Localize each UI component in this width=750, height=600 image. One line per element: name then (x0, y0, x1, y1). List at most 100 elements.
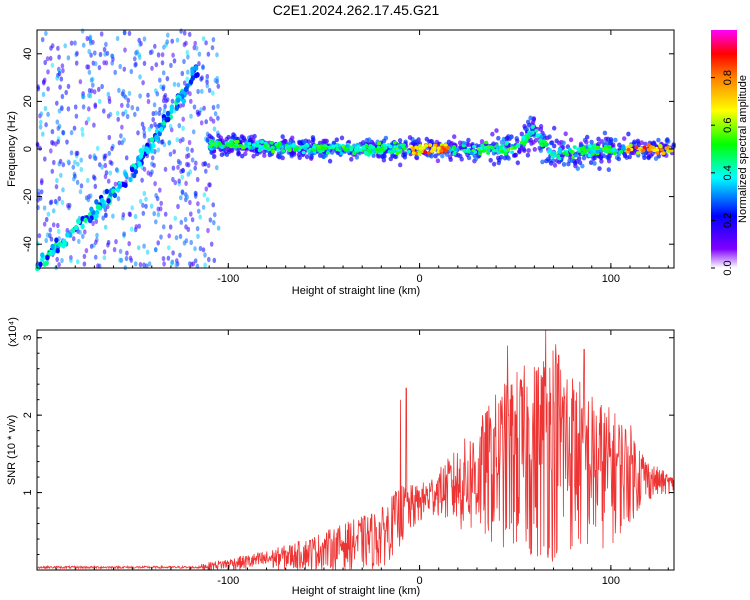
band-blob (402, 154, 408, 160)
noise-blob (102, 108, 106, 114)
band-core (225, 142, 230, 147)
band-blob (664, 138, 669, 144)
track-blob (181, 98, 186, 104)
spectrogram-y-label: Frequency (Hz) (6, 111, 18, 187)
noise-blob (93, 254, 98, 260)
band-core (352, 151, 357, 156)
noise-blob (185, 194, 189, 200)
noise-blob (185, 49, 190, 56)
band-blob (642, 155, 647, 161)
noise-blob (128, 255, 133, 261)
noise-blob (173, 180, 178, 186)
noise-blob (65, 139, 69, 145)
noise-blob (186, 226, 191, 232)
noise-blob (69, 257, 73, 263)
noise-blob (93, 50, 97, 56)
noise-blob (44, 122, 48, 128)
noise-blob (133, 227, 138, 233)
noise-blob (93, 183, 98, 189)
band-core (265, 146, 270, 150)
track-blob (40, 256, 45, 263)
band-core (312, 145, 317, 149)
noise-blob (125, 113, 130, 120)
noise-blob (189, 211, 193, 217)
noise-blob (149, 203, 154, 209)
noise-blob (209, 116, 213, 122)
band-core (443, 143, 448, 148)
band-blob (309, 156, 314, 162)
noise-blob (60, 105, 64, 112)
band-core (446, 145, 451, 150)
noise-blob (55, 256, 59, 262)
noise-blob (146, 92, 150, 98)
noise-blob (167, 245, 171, 251)
track-blob (65, 232, 70, 238)
noise-blob (42, 205, 47, 211)
band-core (354, 148, 358, 152)
noise-blob (193, 193, 198, 199)
band-core (317, 145, 322, 149)
band-core (472, 144, 477, 149)
band-core (401, 143, 406, 147)
band-core (217, 140, 221, 145)
noise-blob (41, 91, 46, 97)
noise-blob (162, 107, 167, 113)
noise-blob (145, 249, 150, 255)
band-blob (380, 154, 385, 160)
snr-background (37, 330, 674, 570)
band-core (364, 144, 369, 149)
band-core (480, 143, 485, 148)
track-blob (165, 110, 171, 117)
band-core (572, 145, 577, 149)
band-blob (580, 163, 585, 169)
band-core (229, 140, 234, 144)
noise-blob (193, 246, 197, 252)
noise-blob (158, 77, 162, 83)
noise-blob (202, 105, 206, 111)
noise-blob (153, 181, 157, 187)
noise-blob (209, 241, 214, 247)
track-blob (194, 72, 199, 79)
noise-blob (192, 104, 197, 110)
noise-blob (165, 76, 170, 82)
band-blob (552, 143, 557, 149)
band-core (503, 151, 508, 156)
snr-marks (36, 329, 675, 572)
band-blob (606, 155, 611, 161)
noise-blob (202, 192, 207, 198)
band-core (323, 146, 328, 151)
noise-blob (185, 161, 189, 167)
band-core (499, 145, 504, 149)
noise-blob (110, 53, 114, 59)
colorbar-label: Normalized spectral amplitude (737, 75, 749, 223)
noise-blob (170, 260, 174, 266)
noise-blob (125, 250, 129, 256)
band-blob (613, 137, 618, 143)
noise-blob (180, 70, 185, 77)
band-core (486, 151, 491, 155)
noise-blob (141, 80, 145, 86)
noise-blob (203, 252, 207, 258)
y-tick-label: 3 (22, 335, 34, 341)
track-blob (87, 217, 93, 224)
band-core (241, 145, 246, 150)
noise-blob (91, 82, 95, 88)
noise-blob (191, 261, 196, 267)
noise-blob (102, 249, 107, 255)
band-core (661, 151, 666, 155)
noise-blob (188, 91, 192, 97)
noise-blob (203, 262, 207, 268)
noise-blob (88, 154, 92, 160)
track-blob (169, 108, 174, 115)
noise-blob (179, 168, 183, 174)
noise-blob (169, 62, 173, 68)
noise-blob (57, 123, 62, 129)
noise-blob (154, 62, 159, 68)
band-blob (212, 154, 217, 159)
band-core (452, 145, 457, 149)
band-core (389, 150, 394, 155)
noise-blob (147, 261, 152, 267)
band-core (234, 144, 238, 149)
noise-blob (201, 247, 206, 253)
band-blob (322, 138, 328, 144)
